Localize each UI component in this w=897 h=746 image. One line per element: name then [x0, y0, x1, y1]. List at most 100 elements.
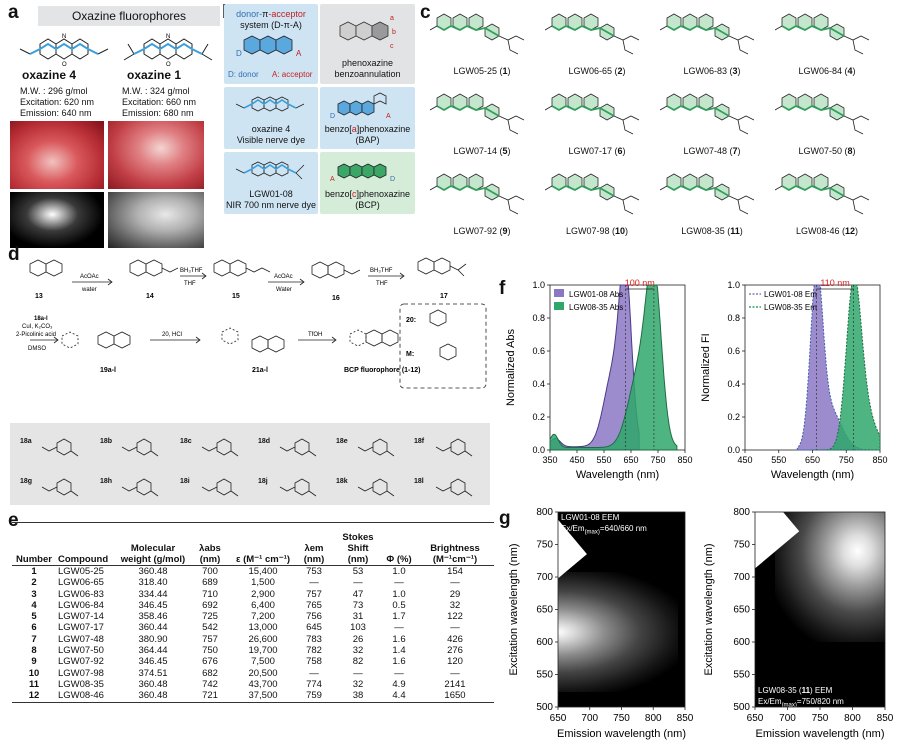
- eem2-val: =750/820 nm: [796, 697, 844, 706]
- oxazine4-em: Emission: 640 nm: [20, 108, 92, 118]
- amine-chain: [843, 115, 870, 121]
- substituent: [121, 486, 138, 492]
- benzene-ring: [136, 438, 152, 456]
- table-cell: 360.48: [138, 690, 168, 702]
- th-labs: λabs (nm): [199, 543, 221, 565]
- svg-text:A: A: [386, 113, 391, 120]
- compound-number: 7: [732, 146, 738, 156]
- compound-paren: ): [852, 66, 856, 76]
- table-cell: 783: [306, 633, 322, 645]
- eem1-max: (max): [584, 529, 600, 536]
- y-tick-label: 750: [733, 540, 750, 551]
- table-cell: 82: [352, 656, 364, 668]
- dpa-scheme: D A: [236, 35, 302, 58]
- table-cell: 11: [28, 678, 40, 690]
- legend-label: LGW01-08 Abs: [569, 290, 623, 299]
- y-tick-label: 650: [733, 605, 750, 616]
- iodo-bond: [308, 490, 317, 497]
- conjugation-path: [551, 104, 615, 117]
- bap-letter: a: [351, 124, 357, 134]
- substituent: [357, 486, 374, 492]
- table-cell: LGW08-46: [58, 690, 104, 702]
- amine-chain: [622, 119, 634, 135]
- table-cell: 32: [352, 645, 364, 657]
- cond-cui: CuI, K₂CO₃: [22, 324, 53, 330]
- y-tick-label: 500: [733, 702, 750, 713]
- amine-chain: [613, 195, 640, 201]
- x-tick-label: 700: [779, 713, 796, 724]
- conjugation-path: [551, 184, 615, 197]
- panel-c-label: c: [420, 2, 431, 23]
- eem2-value: Ex/Em(max)=750/820 nm: [758, 697, 844, 709]
- th-number: Number: [16, 554, 52, 565]
- compound-17: 17: [440, 293, 448, 300]
- panel-d-label: d: [8, 244, 20, 265]
- reagent-structure: [201, 438, 239, 457]
- amine-chain: [613, 35, 640, 41]
- bap-prefix: benzo[: [324, 124, 352, 134]
- compound-structure: [545, 173, 640, 215]
- benzene-ring: [56, 478, 72, 496]
- eem1-axes: 650 700 750 800 850 800 750 700 650 600 550 500 Emis…: [508, 507, 694, 740]
- x-tick-label: 850: [677, 455, 692, 465]
- table-cell: —: [394, 622, 404, 634]
- y-tick-label: 500: [536, 702, 553, 713]
- table-cell: 4.4: [392, 690, 406, 702]
- table-cell: 8: [31, 645, 37, 657]
- y-tick-label: 0.0: [727, 445, 740, 455]
- y-tick-label: 800: [536, 507, 553, 518]
- lgw0835-abs: [549, 284, 678, 451]
- table-cell: 1,500: [251, 577, 275, 589]
- compound-paren: ): [737, 146, 741, 156]
- oxazine1-name: oxazine 1: [127, 68, 182, 82]
- amine-chain: [498, 35, 525, 41]
- table-cell: 1.0: [392, 588, 406, 600]
- table-cell: 7,500: [251, 656, 275, 668]
- table-cell: —: [309, 667, 319, 679]
- y-tick-label: 0.6: [532, 346, 545, 356]
- shift-label: 110 nm: [820, 278, 849, 288]
- benzene-ring: [136, 478, 152, 496]
- fluorescence-photo-2: [108, 192, 204, 248]
- compound-structure: [545, 93, 640, 135]
- table-cell: 19,700: [248, 645, 278, 657]
- compound-paren: ): [507, 226, 511, 236]
- donor-chain: [430, 185, 438, 191]
- y-tick-label: 600: [733, 637, 750, 648]
- table-cell: LGW07-17: [58, 622, 104, 634]
- ring-c: c: [390, 43, 394, 50]
- table-cell: LGW07-92: [58, 656, 104, 668]
- table-cell: 358.46: [138, 611, 168, 623]
- table-cell: 318.40: [138, 577, 168, 589]
- box-20: 20:: [406, 317, 416, 324]
- phenoxazine-scheme: a b c: [339, 15, 396, 50]
- bap-suffix: ]phenoxazine: [356, 124, 411, 134]
- x-tick-label: 800: [844, 713, 861, 724]
- reagent-structure: [357, 478, 395, 497]
- table-cell: 276: [447, 645, 463, 657]
- amine-chain: [728, 35, 755, 41]
- x-tick-label: 450: [737, 455, 752, 465]
- compound-code: LGW07-98 (: [565, 226, 615, 236]
- photophysical-table: Number Compound Molecular weight (g/mol)…: [12, 522, 494, 703]
- svg-text:O: O: [62, 62, 67, 68]
- tile-bcp: [320, 152, 415, 214]
- table-cell: 12: [28, 690, 40, 702]
- table-row: 5 LGW07-14 358.46 725 7,200 756 31 1.7 122: [12, 611, 494, 622]
- iodo-bond: [386, 450, 395, 457]
- compound-paren: ): [852, 146, 856, 156]
- table-cell: 721: [202, 690, 218, 702]
- amine-chain: [852, 119, 864, 135]
- compound-code: LGW05-25 (: [453, 66, 503, 76]
- reagent-label: 18a: [20, 438, 32, 445]
- compound-number: 11: [730, 226, 740, 236]
- compound-structure: [430, 93, 525, 135]
- table-cell: 1.0: [392, 566, 406, 577]
- lgw0108-abs: [549, 284, 640, 451]
- compound-label: LGW08-35 (11): [656, 226, 768, 236]
- compound-code: LGW08-46 (: [795, 226, 845, 236]
- compound-code: LGW07-50 (: [798, 146, 848, 156]
- x-axis-label: Wavelength (nm): [576, 469, 659, 481]
- amine-chain: [737, 39, 749, 55]
- table-row: 9 LGW07-92 346.45 676 7,500 758 82 1.6 120: [12, 656, 494, 667]
